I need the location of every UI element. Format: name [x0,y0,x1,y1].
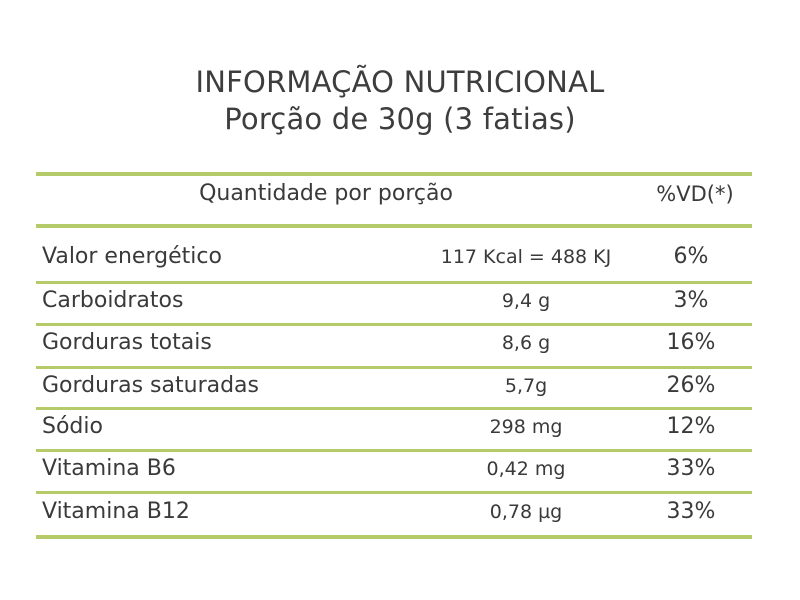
nutrient-name: Gorduras totais [42,330,212,355]
daily-value-header: %VD(*) [656,182,734,206]
header-divider [36,224,752,228]
quantity-per-serving-header: Quantidade por porção [199,181,453,206]
nutrient-amount: 5,7g [504,375,548,397]
top-divider [36,172,752,176]
table-row: Gorduras saturadas 5,7g 26% [36,365,752,407]
nutrient-name: Valor energético [42,244,222,269]
nutrient-amount: 0,78 µg [489,501,563,523]
nutrient-daily-value: 26% [666,373,716,398]
row-divider [36,281,752,284]
nutrient-amount: 9,4 g [501,290,551,312]
row-divider [36,449,752,452]
nutrient-amount: 8,6 g [501,332,551,354]
bottom-divider [36,535,752,539]
table-row: Carboidratos 9,4 g 3% [36,280,752,322]
table-row: Vitamina B6 0,42 mg 33% [36,448,752,490]
row-divider [36,407,752,410]
nutrient-amount: 117 Kcal = 488 KJ [440,246,612,268]
nutrient-name: Vitamina B12 [42,499,190,524]
table-row: Vitamina B12 0,78 µg 33% [36,491,752,533]
nutrient-daily-value: 16% [666,330,716,355]
nutrient-amount: 298 mg [489,416,563,438]
nutrient-name: Gorduras saturadas [42,373,260,398]
serving-size: Porção de 30g (3 fatias) [224,102,576,136]
nutrient-daily-value: 3% [673,288,709,313]
panel-title: INFORMAÇÃO NUTRICIONAL [195,65,605,99]
nutrient-name: Sódio [42,414,103,439]
nutrient-name: Vitamina B6 [42,456,176,481]
row-divider [36,491,752,494]
nutrient-daily-value: 33% [666,456,716,481]
table-row: Sódio 298 mg 12% [36,406,752,448]
table-row: Valor energético 117 Kcal = 488 KJ 6% [36,236,752,278]
row-divider [36,323,752,326]
nutrient-daily-value: 6% [673,244,709,269]
nutrient-amount: 0,42 mg [486,458,566,480]
table-row: Gorduras totais 8,6 g 16% [36,322,752,364]
nutrient-name: Carboidratos [42,288,184,313]
row-divider [36,366,752,369]
nutrient-daily-value: 12% [666,414,716,439]
nutrient-daily-value: 33% [666,499,716,524]
